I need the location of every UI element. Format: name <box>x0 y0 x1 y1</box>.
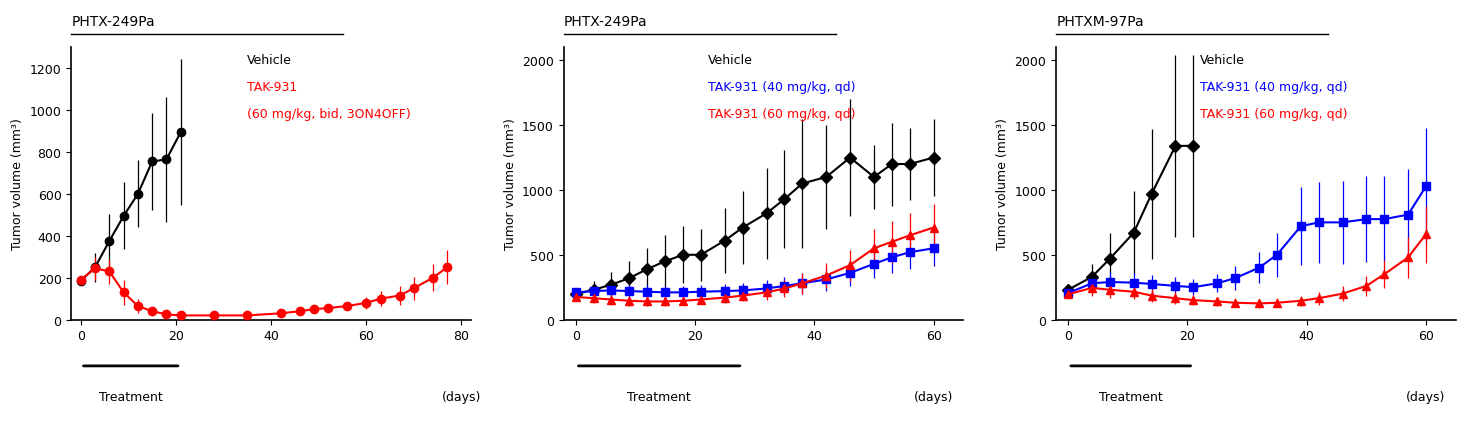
Y-axis label: Tumor volume (mm³): Tumor volume (mm³) <box>503 118 516 250</box>
Text: TAK-931 (40 mg/kg, qd): TAK-931 (40 mg/kg, qd) <box>1200 81 1348 94</box>
Text: Treatment: Treatment <box>628 390 691 403</box>
Text: TAK-931 (60 mg/kg, qd): TAK-931 (60 mg/kg, qd) <box>1200 108 1348 121</box>
Text: Vehicle: Vehicle <box>1200 54 1245 67</box>
Y-axis label: Tumor volume (mm³): Tumor volume (mm³) <box>12 118 23 250</box>
Text: TAK-931 (60 mg/kg, qd): TAK-931 (60 mg/kg, qd) <box>707 108 855 121</box>
Text: PHTXM-97Pa: PHTXM-97Pa <box>1056 15 1144 29</box>
Y-axis label: Tumor volume (mm³): Tumor volume (mm³) <box>996 118 1009 250</box>
Text: (60 mg/kg, bid, 3ON4OFF): (60 mg/kg, bid, 3ON4OFF) <box>246 108 411 121</box>
Text: PHTX-249Pa: PHTX-249Pa <box>563 15 647 29</box>
Text: TAK-931 (40 mg/kg, qd): TAK-931 (40 mg/kg, qd) <box>707 81 855 94</box>
Text: Treatment: Treatment <box>1099 390 1163 403</box>
Text: Vehicle: Vehicle <box>707 54 753 67</box>
Text: TAK-931: TAK-931 <box>246 81 298 94</box>
Text: PHTX-249Pa: PHTX-249Pa <box>72 15 156 29</box>
Text: (days): (days) <box>1407 390 1446 403</box>
Text: Vehicle: Vehicle <box>246 54 292 67</box>
Text: Treatment: Treatment <box>98 390 163 403</box>
Text: (days): (days) <box>914 390 954 403</box>
Text: (days): (days) <box>442 390 481 403</box>
